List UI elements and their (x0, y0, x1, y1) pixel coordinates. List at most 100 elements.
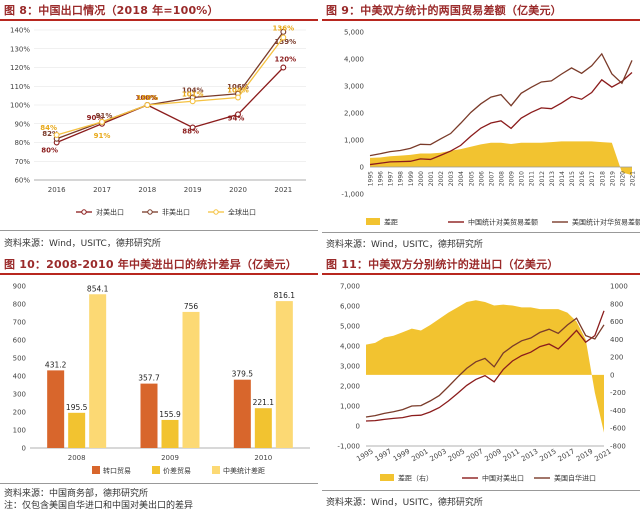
fig8-series-line (56, 37, 284, 136)
fig8-point (280, 64, 287, 71)
fig9-y-tick: 3,000 (344, 83, 364, 91)
fig8-data-label: 104% (227, 87, 249, 95)
fig11-source: 资料来源：Wind，USITC，德邦研究所 (326, 498, 483, 508)
panel-fig10: 图 10：2008-2010 年中美进出口的统计差异（亿美元） 0 100 200 3… (0, 254, 318, 511)
fig9-y-tick: 1,000 (344, 137, 364, 145)
fig11-y-right-tick: 400 (610, 336, 623, 344)
fig9-x-tick: 2009 (509, 171, 516, 186)
fig11-x-tick: 2011 (502, 447, 521, 463)
fig11-y-right-tick: -400 (610, 407, 626, 415)
fig10-legend-swatch (92, 466, 100, 474)
fig11-chart: -1,000 0 1,000 2,000 3,000 4,000 5,000 6,000 7,0… (337, 283, 627, 483)
fig8-data-label: 100% (136, 94, 158, 102)
fig8-data-label: 90% (87, 114, 104, 122)
fig9-x-tick: 1998 (398, 171, 405, 186)
fig10-legend-label: 价差贸易 (163, 466, 191, 475)
fig8-point (280, 28, 287, 35)
fig10-bar (254, 408, 272, 448)
fig8-point (53, 132, 60, 138)
fig9-x-tick: 2013 (549, 171, 556, 186)
fig9-source: 资料来源：Wind，USITC，德邦研究所 (326, 240, 483, 250)
fig8-data-label: 104% (182, 87, 204, 95)
fig10-bar (275, 301, 293, 448)
fig10-bar-label: 221.1 (253, 398, 275, 407)
fig9-legend-swatch (366, 218, 380, 225)
fig9-x-tick: 2003 (448, 171, 455, 186)
fig8-data-label: 100% (137, 94, 159, 102)
fig10-y-tick: 400 (13, 373, 26, 381)
fig8-x-tick: 2018 (138, 186, 156, 194)
fig10-bar-label: 816.1 (274, 291, 296, 300)
fig10-y-tick: 600 (13, 337, 26, 345)
fig10-bar-label: 195.5 (66, 403, 88, 412)
fig9-x-tick: 2001 (428, 171, 435, 186)
fig9-y-tick: 4,000 (344, 56, 364, 64)
fig8-point (99, 118, 105, 125)
fig9-legend-label: 中国统计对美贸易差额 (468, 218, 538, 227)
fig8-bottom-rule (0, 230, 318, 231)
fig9-x-tick: 2014 (559, 171, 566, 186)
fig10-bar-label: 155.9 (159, 410, 181, 419)
fig10-x-tick: 2009 (161, 454, 179, 462)
fig9-title: 图 9：中美双方统计的两国贸易差额（亿美元） (326, 4, 562, 17)
fig11-y-left-tick: 0 (356, 423, 360, 431)
fig8-data-label: 80% (41, 147, 58, 155)
fig11-y-right-tick: -800 (610, 443, 626, 451)
fig10-x-tick: 2008 (68, 454, 86, 462)
fig11-legend-label: 中国对美出口 (482, 474, 524, 483)
fig10-y-tick: 200 (13, 409, 26, 417)
fig11-x-tick: 2013 (520, 447, 539, 463)
fig10-title: 图 10：2008-2010 年中美进出口的统计差异（亿美元） (4, 258, 297, 271)
fig9-x-tick: 1999 (408, 171, 415, 186)
fig11-x-tick: 2015 (538, 447, 557, 463)
fig9-x-tick: 2006 (478, 171, 485, 186)
fig9-x-tick: 2017 (589, 171, 596, 186)
fig11-y-right-tick: -200 (610, 389, 626, 397)
fig8-series-line (56, 31, 284, 140)
panel-fig9: 图 9：中美双方统计的两国贸易差额（亿美元） -1,000 0 1,000 2,000… (322, 0, 640, 252)
fig11-x-tick: 1999 (392, 447, 411, 463)
fig8-chart: 60% 70% 80% 90% 100% 110% 120% 130% 140% 2016 2017… (10, 25, 306, 217)
fig8-data-label: 82% (42, 130, 59, 138)
fig8-point (144, 102, 151, 108)
fig8-y-tick: 90% (14, 120, 30, 128)
fig8-data-label: 94% (228, 114, 245, 122)
fig10-chart: 0 100 200 300 400 500 600 700 800 900 431.2 195.5 85… (13, 283, 310, 475)
fig11-y-right-tick: 800 (610, 300, 623, 308)
fig11-y-left-tick: 7,000 (340, 283, 360, 291)
fig10-bar (182, 311, 200, 448)
fig9-x-tick: 2018 (599, 171, 606, 186)
fig8-x-tick: 2016 (48, 186, 66, 194)
fig8-data-label: 106% (227, 83, 249, 91)
fig9-y-tick: 5,000 (344, 29, 364, 37)
fig10-y-tick: 900 (13, 283, 26, 291)
fig9-x-tick: 2010 (519, 171, 526, 186)
fig11-x-tick: 2017 (557, 447, 576, 463)
fig11-x-tick: 2009 (483, 447, 502, 463)
fig8-legend-label: 全球出口 (228, 208, 256, 217)
fig9-legend-label: 差距 (384, 218, 398, 227)
fig11-x-tick: 2021 (593, 447, 612, 463)
fig8-legend-marker (213, 209, 219, 215)
fig9-x-tick: 2015 (569, 171, 576, 186)
fig11-legend-label: 差距（右） (398, 474, 433, 483)
fig10-note: 注：仅包含美国自华进口和中国对美出口的差异 (4, 501, 194, 511)
fig10-bottom-rule (0, 483, 318, 484)
fig10-legend-label: 中美统计差距 (223, 466, 265, 475)
fig9-x-tick: 2008 (499, 171, 506, 186)
fig11-x-tick: 2007 (465, 447, 484, 463)
fig11-y-left-tick: 4,000 (340, 343, 360, 351)
fig8-source: 资料来源：Wind，USITC，德邦研究所 (4, 239, 161, 249)
fig11-y-left-tick: 3,000 (340, 363, 360, 371)
fig9-gap-area (370, 141, 632, 176)
fig11-legend-label: 美国自华进口 (554, 474, 596, 483)
fig8-title-rule (0, 19, 318, 21)
fig11-x-tick: 2001 (410, 447, 429, 463)
fig8-point (235, 94, 241, 101)
fig9-y-tick: 0 (360, 164, 364, 172)
fig8-y-tick: 140% (10, 27, 30, 35)
fig10-bar-label: 756 (184, 302, 199, 311)
fig11-x-tick: 2003 (429, 447, 448, 463)
fig9-x-tick: 1997 (388, 171, 395, 186)
fig8-point (189, 124, 196, 131)
